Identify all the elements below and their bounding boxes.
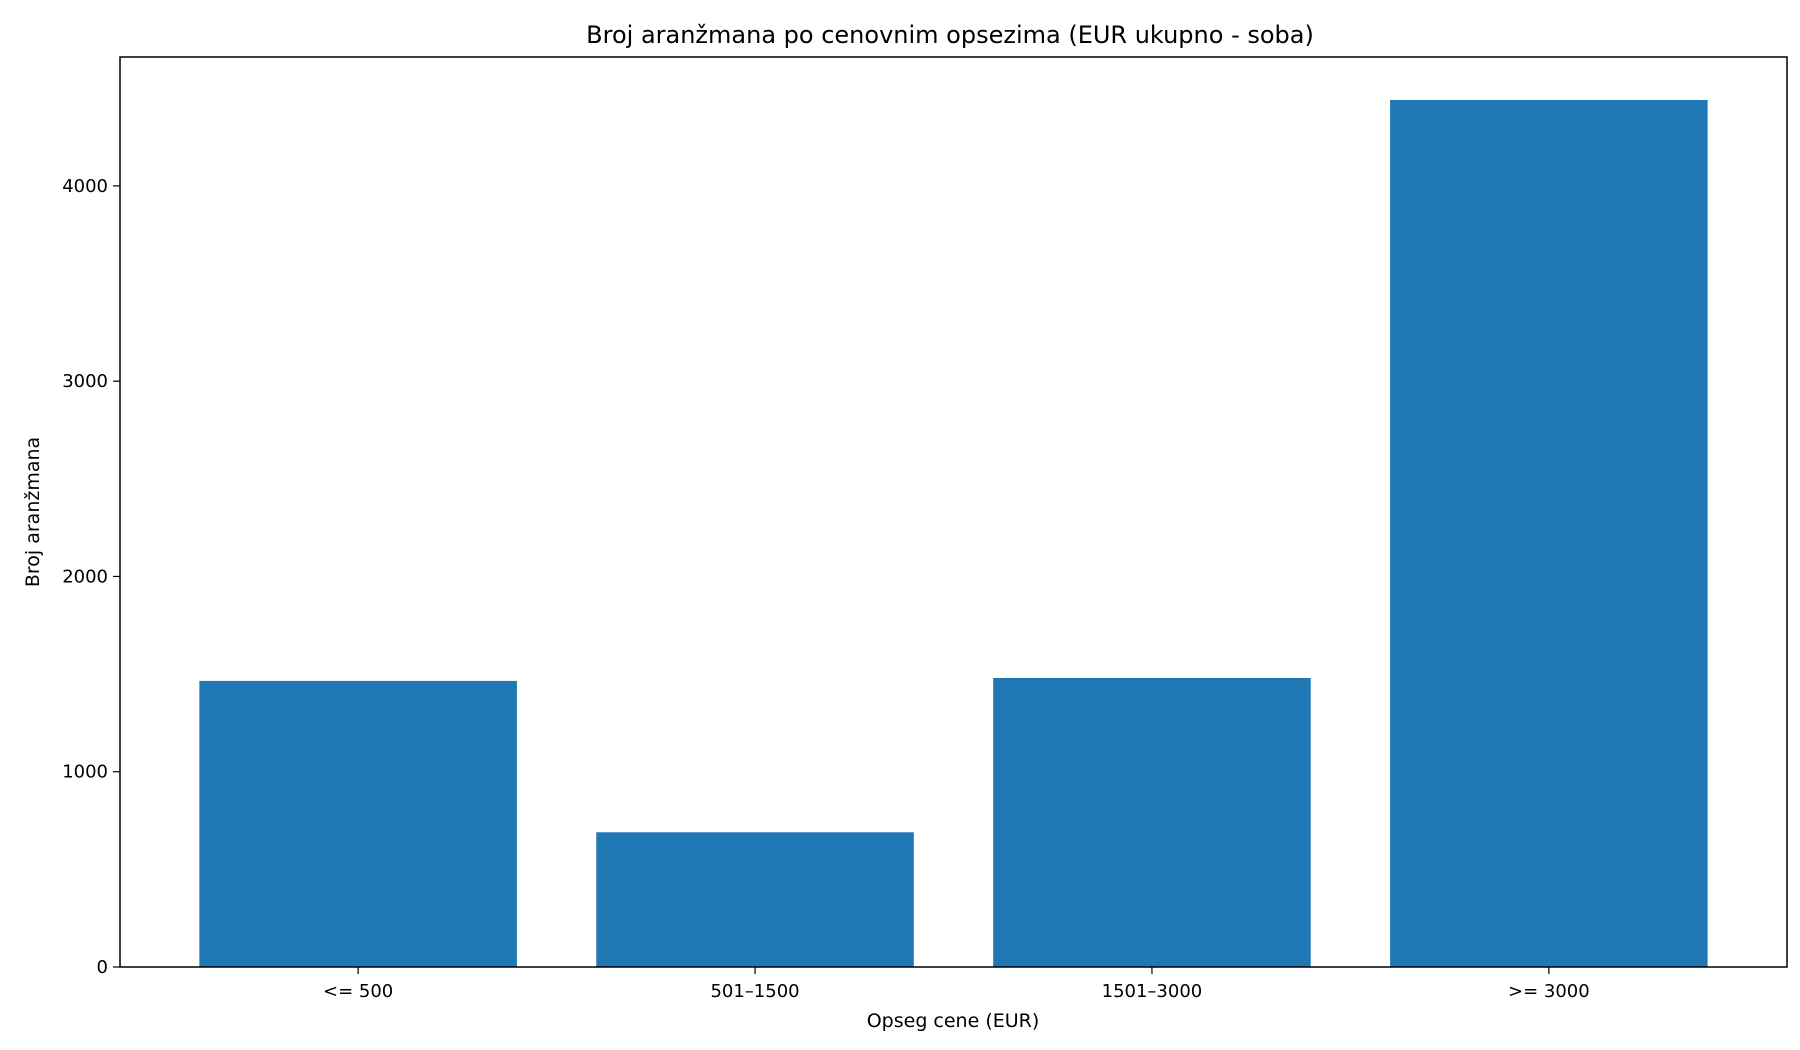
bar <box>199 680 517 967</box>
x-tick-label: <= 500 <box>323 981 393 1002</box>
x-tick-label: 1501–3000 <box>1102 981 1203 1002</box>
bar <box>993 677 1311 967</box>
x-axis-ticks: <= 500 501–1500 1501–3000 >= 3000 <box>323 967 1590 1002</box>
y-tick-label: 0 <box>97 957 108 978</box>
bar <box>1390 99 1708 968</box>
y-tick-label: 3000 <box>62 371 108 392</box>
y-tick-label: 2000 <box>62 566 108 587</box>
y-tick-label: 1000 <box>62 762 108 783</box>
plot-frame <box>119 56 1788 968</box>
x-tick-label: >= 3000 <box>1508 981 1590 1002</box>
y-tick-label: 4000 <box>62 176 108 197</box>
y-axis-label: Broj aranžmana <box>22 437 44 587</box>
y-axis-ticks: 0 1000 2000 3000 4000 <box>62 176 120 978</box>
x-tick-label: 501–1500 <box>710 981 799 1002</box>
x-axis-label: Opseg cene (EUR) <box>867 1010 1040 1032</box>
chart-title: Broj aranžmana po cenovnim opsezima (EUR… <box>586 21 1314 49</box>
bar <box>596 832 914 967</box>
bars-group <box>199 99 1708 968</box>
